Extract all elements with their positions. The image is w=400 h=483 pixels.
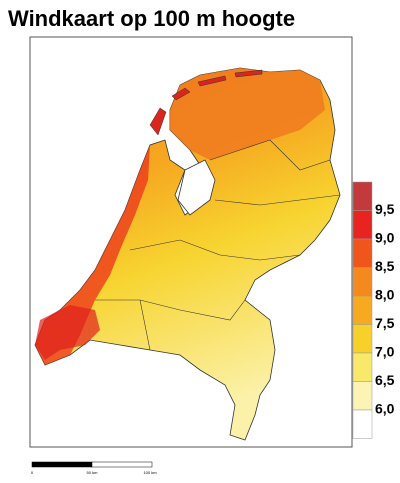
legend-swatch <box>352 210 373 240</box>
island <box>149 107 167 136</box>
legend-label: 6,0 <box>375 401 395 417</box>
scale-label: 0 <box>31 470 34 475</box>
island <box>234 69 263 78</box>
legend-label: 7,0 <box>375 344 395 360</box>
scale-label: 100 km <box>143 470 157 475</box>
legend-swatch <box>352 352 373 382</box>
legend-swatch <box>352 295 373 325</box>
title: Windkaart op 100 m hoogte <box>8 6 295 31</box>
legend-label: 8,0 <box>375 287 395 303</box>
legend-label: 9,0 <box>375 230 395 246</box>
province-borders <box>95 139 341 351</box>
legend-swatch <box>352 181 373 211</box>
legend-swatch <box>352 267 373 297</box>
legend-swatch <box>352 409 373 439</box>
island <box>197 75 227 87</box>
map <box>34 67 341 441</box>
scale-segment <box>91 461 153 468</box>
legend-label: 7,5 <box>375 315 395 331</box>
legend-label: 6,5 <box>375 372 395 388</box>
ijsselmeer <box>177 159 216 216</box>
legend-label: 8,5 <box>375 258 395 274</box>
scale-segment <box>31 461 93 468</box>
scale-label: 50 km <box>87 470 99 475</box>
legend-swatch <box>352 381 373 411</box>
legend-label: 9,5 <box>375 201 395 217</box>
legend: 9,5 9,0 8,5 8,0 7,5 7,0 6,5 6,0 <box>352 181 395 439</box>
legend-swatch <box>352 324 373 354</box>
southwest-delta <box>35 305 100 360</box>
scale-bar: 0 50 km 100 km <box>31 461 157 475</box>
island <box>171 87 191 101</box>
country <box>34 67 341 441</box>
north-region <box>170 68 325 160</box>
legend-swatch <box>352 238 373 268</box>
